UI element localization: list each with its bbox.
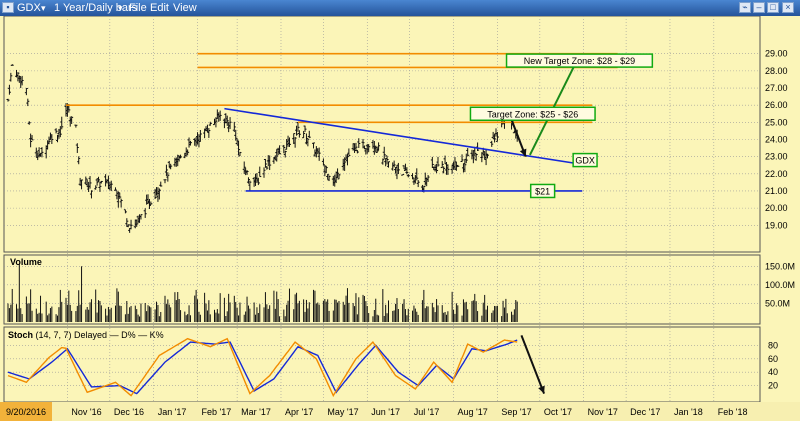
annotation-box: [572, 152, 598, 168]
annotation-box: [469, 106, 596, 122]
menu-edit[interactable]: Edit: [150, 2, 169, 14]
price-tick-label: 26.00: [765, 100, 788, 110]
date-tick-label: Mar '17: [241, 407, 271, 417]
annotation-label: GDX: [575, 156, 595, 166]
stoch-line-k: [7, 337, 518, 398]
annotation-label: Target Zone: $25 - $26: [487, 109, 578, 119]
stoch-down-arrow: [520, 334, 546, 395]
stoch-tick-label: 40: [768, 367, 778, 377]
stoch-panel: [3, 326, 761, 403]
pullback-arrow-head: [519, 148, 527, 157]
stoch-down-arrow-head: [538, 385, 545, 394]
volume-tick-label: 100.0M: [765, 280, 795, 290]
date-tick-label: Feb '17: [202, 407, 232, 417]
date-tick-label: Aug '17: [458, 407, 488, 417]
date-axis-bar: [0, 402, 800, 421]
stoch-tick-label: 80: [768, 340, 778, 350]
price-tick-label: 29.00: [765, 49, 788, 59]
close-icon[interactable]: ×: [782, 2, 794, 13]
minimize-icon[interactable]: –: [753, 2, 765, 13]
price-tick-label: 24.00: [765, 135, 788, 145]
price-tick-label: 23.00: [765, 152, 788, 162]
date-tick-label: Jan '18: [674, 407, 703, 417]
price-tick-label: 19.00: [765, 220, 788, 230]
price-tick-label: 28.00: [765, 66, 788, 76]
price-tick-label: 25.00: [765, 117, 788, 127]
downtrend-line: [224, 107, 577, 165]
window-menu-icon[interactable]: ▪: [2, 2, 14, 13]
current-date-marker: [0, 402, 52, 421]
price-tick-label: 21.00: [765, 186, 788, 196]
symbol-label[interactable]: GDX: [17, 2, 41, 14]
volume-tick-label: 150.0M: [765, 261, 795, 271]
price-tick-label: 22.00: [765, 169, 788, 179]
date-tick-label: Jul '17: [414, 407, 440, 417]
stoch-title: Stoch (14, 7, 7) Delayed — D% — K%: [8, 330, 164, 340]
date-tick-label: Jun '17: [371, 407, 400, 417]
date-tick-label: May '17: [327, 407, 358, 417]
maximize-icon[interactable]: □: [767, 2, 779, 13]
date-tick-label: Dec '16: [114, 407, 144, 417]
price-tick-label: 27.00: [765, 83, 788, 93]
volume-title: Volume: [10, 257, 42, 267]
stoch-line-d: [7, 339, 518, 395]
annotation-label: New Target Zone: $28 - $29: [524, 56, 635, 66]
symbol-dropdown-icon[interactable]: ▾: [41, 3, 46, 13]
link-icon[interactable]: ⌁: [739, 2, 751, 13]
price-tick-label: 20.00: [765, 203, 788, 213]
annotation-label: $21: [535, 186, 550, 196]
date-tick-label: Apr '17: [285, 407, 313, 417]
period-label[interactable]: 1 Year/Daily bars: [54, 2, 138, 14]
chart-svg: 9/20/2016 Nov '16 Dec '16 Jan '17 Feb '17 Mar…: [0, 16, 800, 421]
annotation-box: [505, 53, 654, 68]
menu-file[interactable]: File: [129, 2, 147, 14]
date-tick-label: 9/20/2016: [6, 407, 46, 417]
stoch-tick-label: 20: [768, 381, 778, 391]
date-tick-label: Sep '17: [501, 407, 531, 417]
date-tick-label: Dec '17: [630, 407, 660, 417]
volume-tick-label: 50.0M: [765, 298, 790, 308]
annotation-box: [529, 183, 556, 199]
price-panel: [3, 16, 761, 253]
period-dropdown-icon[interactable]: ▾: [118, 3, 123, 13]
stoch-tick-label: 60: [768, 354, 778, 364]
menu-view[interactable]: View: [173, 2, 197, 14]
date-tick-label: Feb '18: [718, 407, 748, 417]
breakout-arrow: [529, 54, 581, 156]
date-tick-label: Oct '17: [544, 407, 572, 417]
title-bar[interactable]: ▪ GDX ▾ 1 Year/Daily bars ▾ File Edit Vi…: [0, 0, 800, 16]
date-tick-label: Nov '17: [588, 407, 618, 417]
date-tick-label: Nov '16: [71, 407, 101, 417]
date-tick-label: Jan '17: [158, 407, 187, 417]
